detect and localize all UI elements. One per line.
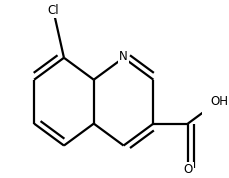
- Text: N: N: [119, 49, 127, 62]
- Text: OH: OH: [210, 95, 227, 108]
- Text: Cl: Cl: [48, 4, 59, 17]
- Text: O: O: [183, 163, 192, 176]
